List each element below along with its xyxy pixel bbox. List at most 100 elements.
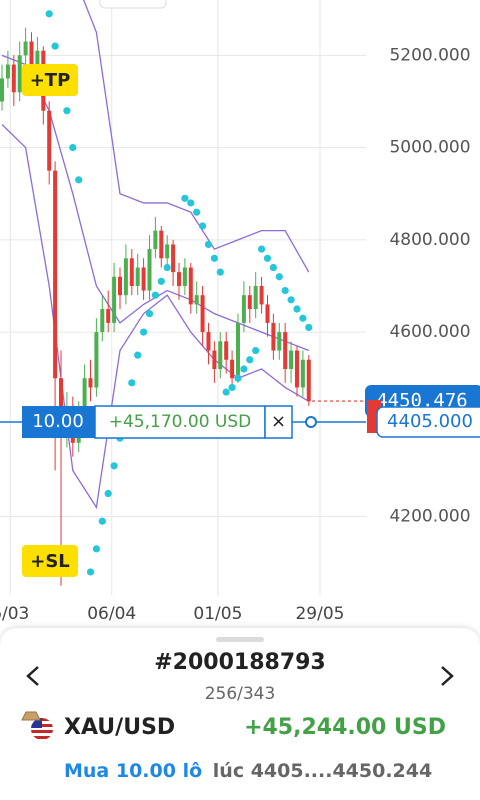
sar-dot (181, 194, 189, 202)
sar-dot (157, 277, 165, 285)
sar-dot (275, 273, 283, 281)
candle-body (29, 41, 34, 70)
sar-dot (187, 199, 195, 207)
candle-body (294, 350, 299, 388)
candle-body (206, 332, 211, 351)
candle-body (218, 341, 223, 369)
candle-body (135, 267, 140, 286)
order-close: × (271, 411, 286, 432)
sar-dot (86, 568, 95, 576)
candle-body (23, 41, 28, 56)
candle-body (265, 304, 270, 323)
sar-dot (139, 328, 148, 336)
order-marker (305, 416, 317, 429)
sl-label: +SL (30, 551, 70, 572)
candle-body (188, 267, 193, 305)
order-profit-box (94, 405, 266, 439)
candle-body (253, 285, 258, 310)
candle-body (277, 332, 282, 351)
candle-body (0, 78, 5, 102)
candle-body (147, 249, 152, 291)
candle-body (171, 244, 176, 273)
candle-body (289, 350, 294, 369)
sar-dot (240, 365, 248, 373)
candle-body (247, 295, 252, 310)
candle-body (123, 258, 128, 296)
sar-dot (287, 296, 295, 304)
sar-dot (163, 263, 171, 272)
sar-dot (104, 489, 112, 498)
candle-body (59, 378, 63, 434)
top-chip (99, 0, 167, 9)
candle-body (241, 295, 246, 323)
sar-dot (252, 346, 260, 355)
sar-dot (228, 383, 236, 392)
order-close-button[interactable] (264, 405, 293, 439)
sar-dot (216, 268, 224, 276)
candle-body (259, 285, 264, 305)
candle-body (53, 170, 58, 379)
candle-body (200, 295, 205, 333)
sl-badge[interactable] (22, 545, 78, 577)
sar-dot (145, 310, 154, 318)
candle-body (129, 258, 134, 286)
sar-dot (263, 254, 272, 262)
candle-body (47, 110, 52, 171)
candle-body (230, 359, 235, 379)
candle-body (82, 378, 87, 416)
sar-dot (257, 245, 266, 253)
symbol: XAU/USD (64, 715, 175, 740)
sar-dot (45, 10, 53, 18)
band-upper (82, 0, 310, 273)
sar-dot (204, 240, 213, 249)
candle-body (117, 276, 122, 296)
sar-dot (151, 291, 159, 299)
candle-body (235, 322, 240, 379)
grid: 4200.000 4600.000 4800.000 5000.000 5200.000… (0, 0, 471, 624)
sar-dot (110, 462, 118, 470)
symbol-icon (21, 711, 53, 740)
tp-label: +TP (30, 70, 71, 91)
prev-button[interactable] (26, 666, 39, 686)
candle-body (88, 378, 93, 388)
sar-dot (222, 388, 230, 396)
candle-body (300, 359, 305, 388)
y-tick-label: 4800.000 (389, 230, 470, 250)
candle-body (194, 295, 199, 305)
sar-dot (299, 314, 307, 322)
order-volume-box (22, 406, 95, 439)
trade-side: Mua 10.00 lô (64, 760, 202, 782)
sar-dot (269, 263, 277, 272)
current-price-label: 4450.476 (376, 390, 468, 412)
sar-dot (193, 208, 201, 216)
candle-body (283, 332, 288, 369)
y-tick-label: 5000.000 (389, 138, 470, 158)
candle-body (271, 322, 276, 351)
x-tick-label: 6/03 (0, 604, 29, 624)
sar-dot (69, 143, 77, 152)
counter: 256/343 (205, 684, 276, 704)
trade-line: Mua 10.00 lô lúc 4405....4450.244 (64, 760, 432, 782)
sar-dot (210, 254, 218, 262)
order-volume: 10.00 (32, 411, 84, 432)
next-button[interactable] (441, 666, 454, 686)
candle-body (182, 267, 187, 286)
trade-prices: lúc 4405....4450.244 (213, 760, 432, 782)
sar-dot (281, 286, 289, 295)
sar-dot (51, 42, 59, 50)
tp-badge[interactable] (22, 64, 78, 96)
sar-dot (63, 107, 71, 115)
sar-dot (246, 356, 254, 364)
candle-body (112, 276, 117, 323)
candle-body (141, 267, 146, 291)
sar-dot (293, 305, 301, 313)
sar-dot (134, 351, 142, 359)
candle-body (153, 230, 158, 250)
ticket: #2000188793 (154, 650, 326, 675)
y-tick-label: 4200.000 (389, 507, 470, 527)
drag-handle[interactable] (216, 637, 264, 642)
sar-dot (98, 517, 106, 525)
sar-dot (75, 176, 83, 184)
